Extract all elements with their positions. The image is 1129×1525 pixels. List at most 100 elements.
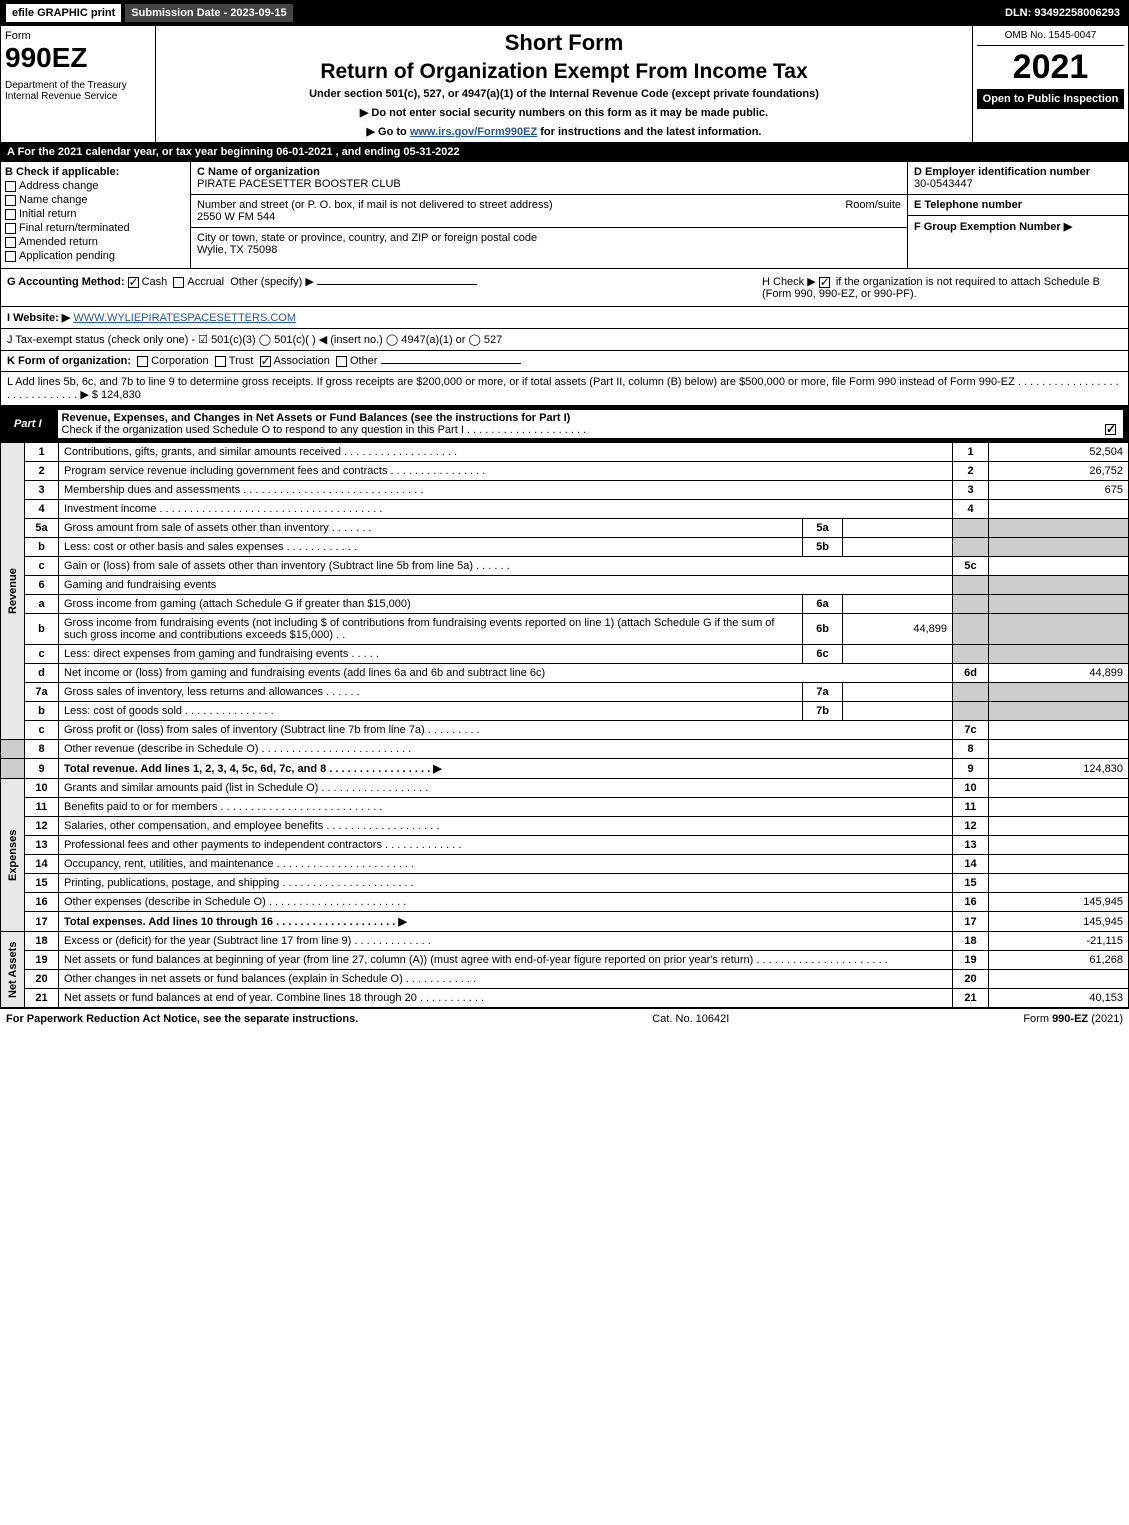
row-i: I Website: ▶ WWW.WYLIEPIRATESPACESETTERS…	[0, 307, 1129, 329]
table-row: 13Professional fees and other payments t…	[1, 836, 1129, 855]
goto-pre: ▶ Go to	[367, 126, 410, 138]
top-bar: efile GRAPHIC print Submission Date - 20…	[0, 0, 1129, 26]
open-public-badge: Open to Public Inspection	[977, 89, 1124, 109]
cb-final-return[interactable]: Final return/terminated	[5, 222, 186, 234]
table-row: Revenue 1 Contributions, gifts, grants, …	[1, 443, 1129, 462]
cb-address-change[interactable]: Address change	[5, 180, 186, 192]
website-link[interactable]: WWW.WYLIEPIRATESPACESETTERS.COM	[73, 312, 296, 324]
table-row: 15Printing, publications, postage, and s…	[1, 874, 1129, 893]
table-row: dNet income or (loss) from gaming and fu…	[1, 664, 1129, 683]
under-section-text: Under section 501(c), 527, or 4947(a)(1)…	[160, 88, 968, 100]
goto-post: for instructions and the latest informat…	[537, 126, 761, 138]
cb-application-pending[interactable]: Application pending	[5, 250, 186, 262]
efile-print-button[interactable]: efile GRAPHIC print	[5, 3, 122, 23]
table-row: cGain or (loss) from sale of assets othe…	[1, 557, 1129, 576]
column-def: D Employer identification number 30-0543…	[908, 162, 1128, 268]
table-row: 11Benefits paid to or for members . . . …	[1, 798, 1129, 817]
irs-link[interactable]: www.irs.gov/Form990EZ	[410, 126, 537, 138]
l-text: L Add lines 5b, 6c, and 7b to line 9 to …	[7, 376, 1119, 401]
page-footer: For Paperwork Reduction Act Notice, see …	[0, 1008, 1129, 1029]
table-row: 17Total expenses. Add lines 10 through 1…	[1, 912, 1129, 932]
form-number: 990EZ	[5, 42, 151, 74]
cb-accrual[interactable]	[173, 277, 184, 288]
ein-block: D Employer identification number 30-0543…	[908, 162, 1128, 195]
group-exemption-block: F Group Exemption Number ▶	[908, 216, 1128, 237]
column-c: C Name of organization PIRATE PACESETTER…	[191, 162, 908, 268]
k-other-line	[381, 363, 521, 364]
table-row: 16Other expenses (describe in Schedule O…	[1, 893, 1129, 912]
footer-left: For Paperwork Reduction Act Notice, see …	[6, 1013, 358, 1025]
revenue-side-label: Revenue	[1, 443, 25, 740]
row-h: H Check ▶ if the organization is not req…	[762, 275, 1122, 300]
cb-corporation[interactable]	[137, 356, 148, 367]
table-row: 20Other changes in net assets or fund ba…	[1, 970, 1129, 989]
section-bcdef: B Check if applicable: Address change Na…	[0, 162, 1129, 269]
cb-association[interactable]	[260, 356, 271, 367]
phone-block: E Telephone number	[908, 195, 1128, 216]
form-header: Form 990EZ Department of the Treasury In…	[0, 26, 1129, 143]
i-label: I Website: ▶	[7, 312, 70, 324]
table-row: Net Assets 18Excess or (deficit) for the…	[1, 932, 1129, 951]
part-i-header: Part I Revenue, Expenses, and Changes in…	[0, 406, 1129, 442]
row-k: K Form of organization: Corporation Trus…	[0, 351, 1129, 372]
table-row: 9Total revenue. Add lines 1, 2, 3, 4, 5c…	[1, 759, 1129, 779]
city-block: City or town, state or province, country…	[191, 228, 907, 260]
row-g: G Accounting Method: Cash Accrual Other …	[7, 275, 754, 300]
ein-label: D Employer identification number	[914, 166, 1090, 178]
section-gh: G Accounting Method: Cash Accrual Other …	[0, 269, 1129, 307]
header-left: Form 990EZ Department of the Treasury In…	[1, 26, 156, 142]
street-value: 2550 W FM 544	[197, 211, 275, 223]
ssn-warning: ▶ Do not enter social security numbers o…	[160, 106, 968, 119]
table-row: cGross profit or (loss) from sales of in…	[1, 721, 1129, 740]
h-pre: H Check ▶	[762, 276, 816, 288]
short-form-title: Short Form	[160, 30, 968, 56]
street-label: Number and street (or P. O. box, if mail…	[197, 199, 553, 211]
row-a-tax-year: A For the 2021 calendar year, or tax yea…	[0, 143, 1129, 162]
submission-date-label: Submission Date - 2023-09-15	[124, 3, 293, 23]
expenses-side-label: Expenses	[1, 779, 25, 932]
l-value: 124,830	[101, 389, 141, 401]
cb-name-change[interactable]: Name change	[5, 194, 186, 206]
cb-schedule-o[interactable]	[1105, 424, 1116, 435]
table-row: cLess: direct expenses from gaming and f…	[1, 645, 1129, 664]
part-i-title-block: Revenue, Expenses, and Changes in Net As…	[58, 410, 1123, 438]
table-row: 2Program service revenue including gover…	[1, 462, 1129, 481]
org-name: PIRATE PACESETTER BOOSTER CLUB	[197, 178, 401, 190]
omb-number: OMB No. 1545-0047	[977, 30, 1124, 46]
part-i-label: Part I	[6, 416, 50, 432]
k-label: K Form of organization:	[7, 355, 131, 367]
cb-cash[interactable]	[128, 277, 139, 288]
table-row: 12Salaries, other compensation, and empl…	[1, 817, 1129, 836]
footer-center: Cat. No. 10642I	[652, 1013, 729, 1025]
part-i-subtitle: Check if the organization used Schedule …	[62, 424, 587, 436]
ein-value: 30-0543447	[914, 178, 973, 190]
header-right: OMB No. 1545-0047 2021 Open to Public In…	[973, 26, 1128, 142]
dln-label: DLN: 93492258006293	[1001, 7, 1124, 19]
return-title: Return of Organization Exempt From Incom…	[160, 60, 968, 84]
department-label: Department of the Treasury Internal Reve…	[5, 80, 151, 102]
table-row: 21Net assets or fund balances at end of …	[1, 989, 1129, 1008]
row-j: J Tax-exempt status (check only one) - ☑…	[0, 329, 1129, 351]
topbar-left: efile GRAPHIC print Submission Date - 20…	[5, 3, 294, 23]
table-row: 19Net assets or fund balances at beginni…	[1, 951, 1129, 970]
org-name-label: C Name of organization	[197, 166, 320, 178]
tax-year: 2021	[977, 48, 1124, 87]
header-center: Short Form Return of Organization Exempt…	[156, 26, 973, 142]
street-block: Number and street (or P. O. box, if mail…	[191, 195, 907, 228]
form-label: Form	[5, 30, 151, 42]
cb-initial-return[interactable]: Initial return	[5, 208, 186, 220]
cb-schedule-b[interactable]	[819, 277, 830, 288]
g-label: G Accounting Method:	[7, 276, 125, 288]
phone-label: E Telephone number	[914, 199, 1022, 211]
table-row: 14Occupancy, rent, utilities, and mainte…	[1, 855, 1129, 874]
l1-desc: Contributions, gifts, grants, and simila…	[59, 443, 953, 462]
table-row: 7aGross sales of inventory, less returns…	[1, 683, 1129, 702]
col-b-title: B Check if applicable:	[5, 166, 186, 178]
cb-other-org[interactable]	[336, 356, 347, 367]
group-exemption-label: F Group Exemption Number ▶	[914, 221, 1072, 233]
j-text: J Tax-exempt status (check only one) - ☑…	[7, 334, 502, 346]
footer-right: Form 990-EZ (2021)	[1023, 1013, 1123, 1025]
city-label: City or town, state or province, country…	[197, 232, 537, 244]
cb-trust[interactable]	[215, 356, 226, 367]
cb-amended-return[interactable]: Amended return	[5, 236, 186, 248]
